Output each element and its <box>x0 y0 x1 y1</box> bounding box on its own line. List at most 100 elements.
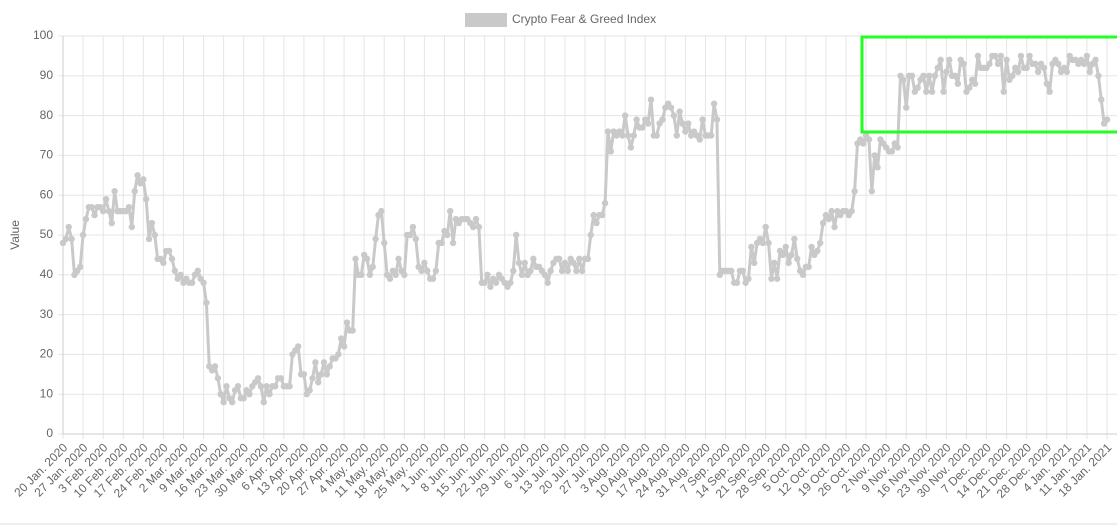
y-tick-label: 60 <box>40 187 54 201</box>
data-point <box>667 104 675 111</box>
data-point <box>200 279 207 286</box>
data-point <box>633 116 640 123</box>
data-point <box>358 271 365 278</box>
data-point <box>573 267 580 275</box>
y-tick-label: 70 <box>40 148 54 162</box>
data-point <box>576 255 583 263</box>
data-point <box>851 188 858 195</box>
data-point <box>406 231 414 239</box>
data-point <box>369 263 376 271</box>
data-point <box>564 267 571 275</box>
data-point <box>607 148 615 155</box>
data-point <box>1083 52 1091 60</box>
data-point <box>131 188 138 195</box>
data-point <box>1040 64 1048 72</box>
data-point <box>805 263 812 271</box>
data-point <box>165 247 173 255</box>
data-point <box>343 319 351 326</box>
data-point <box>1043 80 1050 87</box>
data-point <box>438 239 445 247</box>
data-point <box>647 96 655 103</box>
data-point <box>1014 68 1022 76</box>
data-point <box>682 128 689 135</box>
data-point <box>785 259 792 267</box>
data-point <box>814 247 821 255</box>
data-point <box>510 267 517 275</box>
data-point <box>401 271 408 278</box>
data-point <box>134 172 141 179</box>
data-point <box>659 116 666 123</box>
data-point <box>590 211 597 219</box>
data-point <box>507 279 514 286</box>
data-point <box>487 283 494 290</box>
data-point <box>286 383 293 390</box>
data-point <box>223 383 230 390</box>
data-point <box>77 263 84 271</box>
data-point <box>492 279 500 286</box>
data-point <box>521 259 528 267</box>
data-point <box>860 140 867 147</box>
data-point <box>871 152 878 159</box>
data-point <box>920 72 927 80</box>
data-point <box>484 271 491 278</box>
data-point <box>768 275 775 282</box>
data-point <box>997 52 1005 60</box>
data-point <box>518 271 526 278</box>
data-point <box>966 84 973 91</box>
data-point <box>177 271 184 278</box>
data-point <box>713 116 721 123</box>
data-point <box>246 391 253 398</box>
data-point <box>894 144 901 151</box>
data-point <box>188 279 196 286</box>
data-point <box>1000 88 1007 95</box>
data-point <box>765 239 772 247</box>
data-point <box>151 231 158 239</box>
data-point <box>561 259 569 267</box>
data-point <box>530 255 537 263</box>
data-point <box>108 219 115 227</box>
data-point <box>819 219 827 227</box>
data-point <box>381 239 388 247</box>
data-point <box>696 136 703 143</box>
data-point <box>624 132 632 139</box>
highlight-box <box>860 35 1117 134</box>
data-point <box>903 104 910 111</box>
data-point <box>91 211 98 219</box>
data-point <box>630 132 637 139</box>
data-point <box>670 112 678 119</box>
data-point <box>88 203 95 211</box>
data-point <box>762 223 769 231</box>
data-point <box>986 60 993 68</box>
data-point <box>429 275 437 282</box>
data-point <box>1080 60 1088 68</box>
data-point <box>148 219 156 227</box>
data-point <box>954 80 962 87</box>
data-point <box>217 391 224 398</box>
data-point <box>940 88 947 95</box>
data-point <box>102 195 110 203</box>
data-point <box>240 394 247 402</box>
data-point <box>1092 56 1099 64</box>
legend-swatch[interactable] <box>465 13 507 27</box>
data-point <box>994 60 1002 68</box>
data-point <box>584 255 592 263</box>
data-point <box>338 335 345 342</box>
data-point <box>472 215 480 223</box>
data-point <box>788 251 795 259</box>
data-point <box>312 359 319 366</box>
data-point <box>676 108 683 115</box>
data-point <box>619 132 626 139</box>
data-point <box>421 259 428 267</box>
data-point <box>799 271 807 278</box>
data-point <box>309 375 316 382</box>
data-point <box>203 299 210 306</box>
data-point <box>759 239 767 247</box>
data-point <box>366 271 374 278</box>
data-point <box>1026 52 1033 60</box>
data-point <box>140 176 147 183</box>
data-point <box>277 375 285 382</box>
data-point <box>99 207 107 215</box>
data-point <box>900 76 907 83</box>
legend-label[interactable]: Crypto Fear & Greed Index <box>512 12 656 26</box>
data-point <box>82 215 90 223</box>
